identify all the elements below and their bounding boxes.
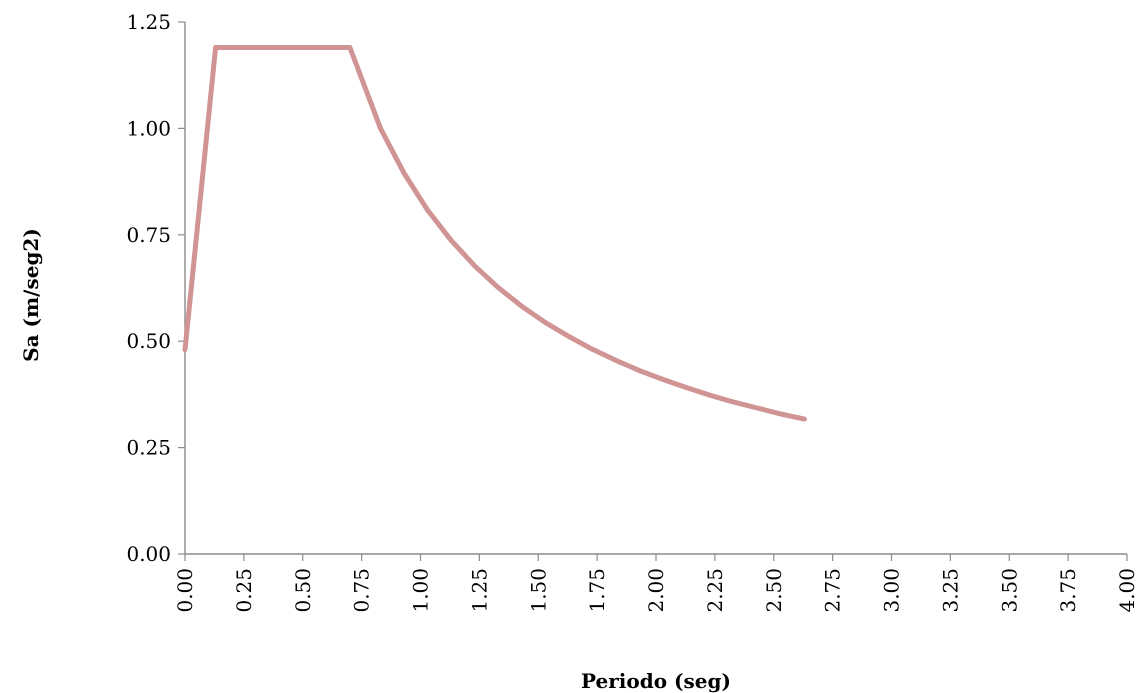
x-tick-label: 1.50 <box>526 568 550 613</box>
x-tick-label: 3.25 <box>938 568 962 613</box>
x-tick-label: 0.50 <box>291 568 315 613</box>
x-tick-label: 1.25 <box>467 568 491 613</box>
x-tick-label: 2.25 <box>703 568 727 613</box>
x-tick-label: 2.75 <box>821 568 845 613</box>
x-tick-label: 1.75 <box>585 568 609 613</box>
x-tick-label: 1.00 <box>409 568 433 613</box>
x-axis-title: Periodo (seg) <box>581 669 731 693</box>
y-axis-title: Sa (m/seg2) <box>19 228 43 362</box>
series-layer <box>182 45 807 422</box>
y-tick-label: 1.00 <box>126 116 171 140</box>
x-tick-label: 0.75 <box>350 568 374 613</box>
x-tick-label: 0.00 <box>173 568 197 613</box>
y-tick-label: 1.25 <box>126 10 171 34</box>
y-tick-label: 0.75 <box>126 223 171 247</box>
x-tick-label: 0.25 <box>232 568 256 613</box>
x-tick-label: 3.50 <box>997 568 1021 613</box>
x-tick-label: 3.00 <box>880 568 904 613</box>
y-tick-label: 0.50 <box>126 329 171 353</box>
y-ticks: 0.00 0.25 0.50 0.75 1.00 1.25 <box>126 10 185 566</box>
x-ticks: 0.00 0.25 0.50 0.75 1.00 1.25 1.50 1.75 2.00 2.25… <box>173 554 1139 613</box>
x-tick-label: 4.00 <box>1115 568 1139 613</box>
y-tick-label: 0.25 <box>126 436 171 460</box>
y-tick-label: 0.00 <box>126 542 171 566</box>
axes <box>184 22 1127 555</box>
x-tick-label: 2.50 <box>762 568 786 613</box>
x-tick-label: 2.00 <box>644 568 668 613</box>
series-line-0 <box>182 45 807 422</box>
x-tick-label: 3.75 <box>1056 568 1080 613</box>
